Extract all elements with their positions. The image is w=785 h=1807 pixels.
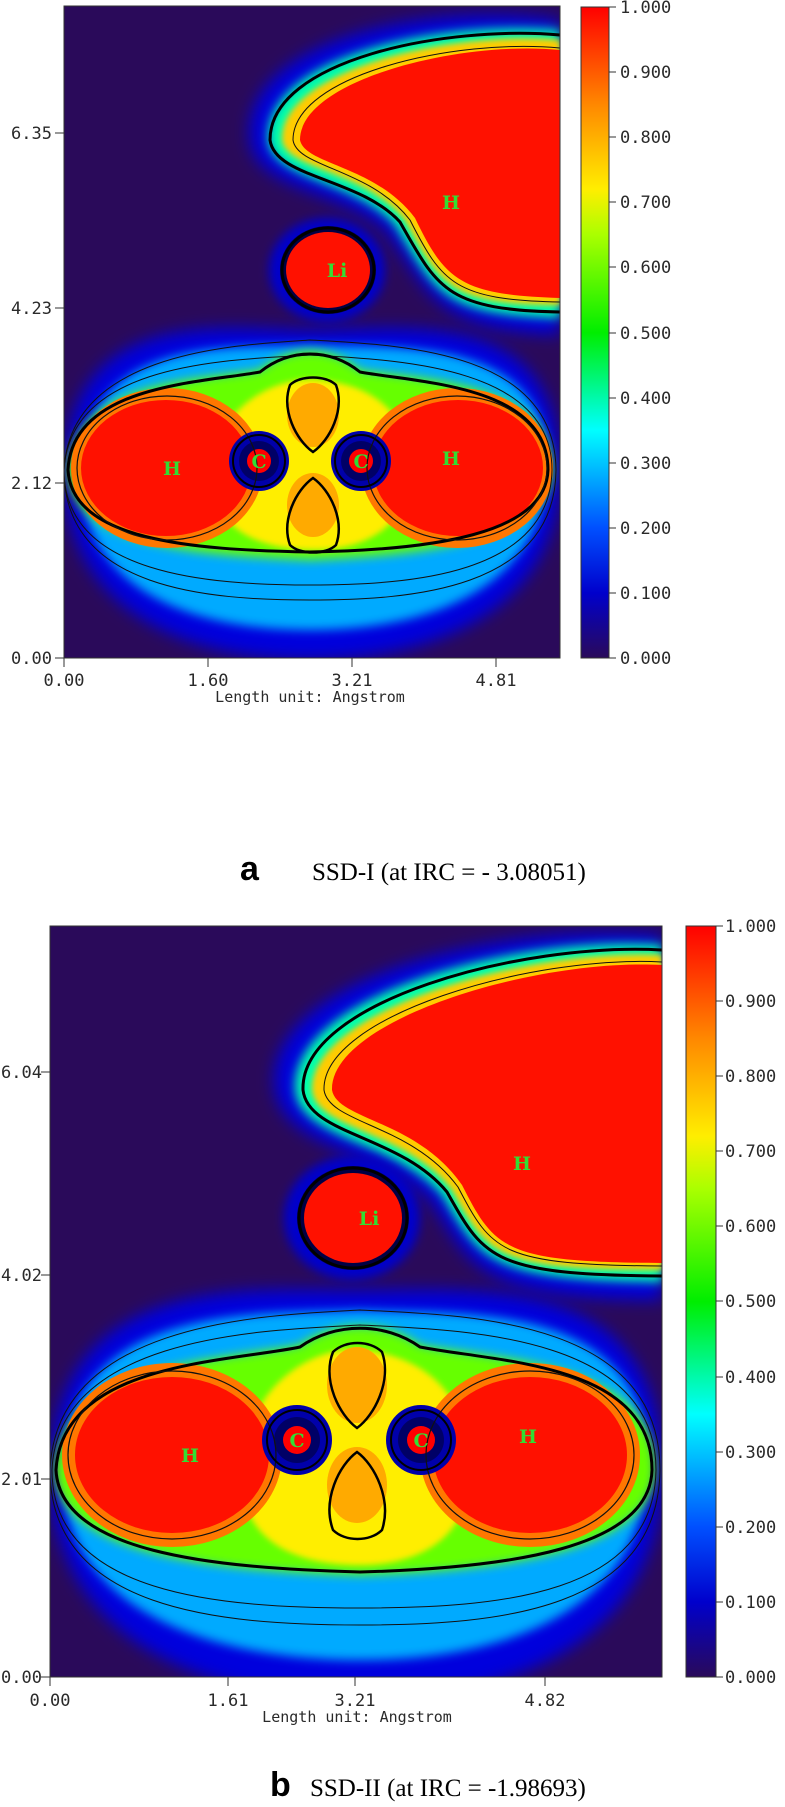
panel-b-ytick-2: 4.02 [1,1266,42,1286]
panel-b-xtick-0: 0.00 [30,1691,71,1711]
panel-b-letter: b [270,1766,291,1804]
panel-b-cbar-7: 0.700 [725,1142,776,1162]
panel-a-xtick-3: 4.81 [476,671,517,691]
panel-a-cbar-4: 0.400 [620,389,671,409]
panel-a-cbar-6: 0.600 [620,258,671,278]
panel-a-xtick-2: 3.21 [332,671,373,691]
panel-a-ytick-0: 0.00 [11,649,52,669]
panel-a-cbar-0: 0.000 [620,649,671,669]
panel-a-atom-2: C [353,451,368,473]
panel-a-cbar-7: 0.700 [620,193,671,213]
panel-a-plot-area [63,5,561,659]
panel-b-atom-0: H [181,1445,199,1467]
panel-a-cbar-2: 0.200 [620,519,671,539]
panel-b-xtick-2: 3.21 [335,1691,376,1711]
panel-a-cbar-1: 0.100 [620,584,671,604]
panel-b-cbar-9: 0.900 [725,992,776,1012]
panel-a-ytick-3: 6.35 [11,124,52,144]
panel-b-ytick-3: 6.04 [1,1063,42,1083]
panel-a-caption: SSD-I (at IRC = - 3.08051) [312,859,586,886]
panel-b-xtick-3: 4.82 [525,1691,566,1711]
panel-a-xlabel: Length unit: Angstrom [215,688,405,706]
panel-b-cbar-10: 1.000 [725,917,776,937]
panel-b-cbar-0: 0.000 [725,1668,776,1688]
panel-b-atom-4: Li [359,1208,380,1230]
panel-a-cbar-10: 1.000 [620,0,671,18]
panel-b-ticks [41,1071,546,1686]
panel-a-atom-labels: H C C H Li H [163,192,460,480]
panel-a-ticks [55,132,497,667]
panel-b-atom-2: C [413,1430,428,1452]
panel-b: 0.00 1.61 3.21 4.82 0.00 2.01 4.02 6.04 … [1,917,776,1804]
panel-a-ytick-2: 4.23 [11,299,52,319]
panel-b-li-density [284,1156,420,1280]
panel-a-atom-5: H [442,192,460,214]
panel-b-upper-density [274,932,662,1300]
panel-a-atom-3: H [442,448,460,470]
panel-b-cbar-6: 0.600 [725,1217,776,1237]
panel-b-cbar-5: 0.500 [725,1292,776,1312]
panel-a-ytick-1: 2.12 [11,474,52,494]
panel-b-atom-labels: H C C H Li H [181,1153,537,1467]
panel-b-caption: SSD-II (at IRC = -1.98693) [310,1775,586,1802]
panel-b-cbar-3: 0.300 [725,1443,776,1463]
panel-a-cbar-9: 0.900 [620,63,671,83]
panel-a-atom-4: Li [327,260,348,282]
panel-b-atom-1: C [289,1430,304,1452]
panel-b-cbar-8: 0.800 [725,1067,776,1087]
panel-a-upper-density [249,15,560,335]
panel-a-cbar-8: 0.800 [620,128,671,148]
panel-a-xtick-0: 0.00 [44,671,85,691]
panel-a-li-density [269,218,385,322]
panel-a-atom-1: C [251,451,266,473]
panel-b-atom-3: H [519,1426,537,1448]
panel-a-atom-0: H [163,458,181,480]
panel-a-lower-density [64,328,560,658]
panel-a-cbar-3: 0.300 [620,454,671,474]
panel-b-lower-density [50,1289,662,1677]
panel-a-xtick-1: 1.60 [188,671,229,691]
panel-b-cbar-4: 0.400 [725,1368,776,1388]
panel-b-colorbar: 0.000 0.100 0.200 0.300 0.400 0.500 0.60… [685,917,776,1688]
panel-b-cbar-2: 0.200 [725,1518,776,1538]
panel-a-letter: a [240,850,260,888]
panel-b-atom-5: H [513,1153,531,1175]
panel-a-cbar-5: 0.500 [620,324,671,344]
panel-b-xtick-1: 1.61 [208,1691,249,1711]
panel-b-ytick-0: 0.00 [1,1668,42,1688]
panel-b-ytick-1: 2.01 [1,1470,42,1490]
panel-b-plot-area [49,925,663,1678]
panel-b-cbar-1: 0.100 [725,1593,776,1613]
panel-a: 0.00 1.60 3.21 4.81 0.00 2.12 4.23 6.35 … [11,0,671,888]
panel-a-colorbar: 0.000 0.100 0.200 0.300 0.400 0.500 0.60… [580,0,671,669]
panel-b-xlabel: Length unit: Angstrom [262,1708,452,1726]
